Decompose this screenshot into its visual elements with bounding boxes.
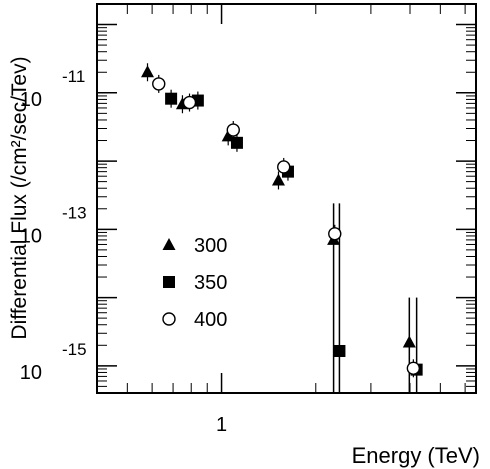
data-point-circle <box>182 95 197 110</box>
legend-marker-circle <box>162 312 176 326</box>
legend-label: 300 <box>194 235 227 257</box>
data-point-triangle <box>141 65 155 78</box>
data-points <box>141 65 423 376</box>
y-tick-label-exponent: -13 <box>62 203 87 222</box>
legend-label: 350 <box>194 272 227 294</box>
y-tick-label-base: 10 <box>20 225 42 247</box>
data-point-circle <box>277 160 291 174</box>
data-point-circle <box>152 77 166 91</box>
data-point-circle <box>406 361 421 376</box>
y-tick-label-exponent: -11 <box>62 67 85 86</box>
data-point-circle <box>226 123 240 137</box>
data-point-square <box>333 344 346 357</box>
axes: 1 10 -11 10 -13 10 -15 <box>20 3 477 436</box>
data-point-triangle <box>271 173 285 186</box>
legend-marker-square <box>163 276 175 288</box>
plot-frame <box>96 3 477 394</box>
data-point-square <box>230 136 243 149</box>
legend-label: 400 <box>194 309 227 331</box>
y-tick-label-exponent: -15 <box>62 340 87 359</box>
error-bars <box>146 63 418 393</box>
legend: 300 350 400 <box>162 235 227 331</box>
y-tick-label-base: 10 <box>20 362 42 384</box>
legend-marker-triangle <box>162 238 176 250</box>
data-point-circle <box>328 227 342 241</box>
x-tick-label: 1 <box>216 414 227 436</box>
data-point-triangle <box>402 335 416 348</box>
y-tick-label-base: 10 <box>20 89 42 111</box>
data-point-square <box>165 92 178 105</box>
x-axis-label: Energy (TeV) <box>352 443 480 468</box>
y-axis-label: Differential Flux (/cm²/sec/Tev) <box>8 56 31 339</box>
